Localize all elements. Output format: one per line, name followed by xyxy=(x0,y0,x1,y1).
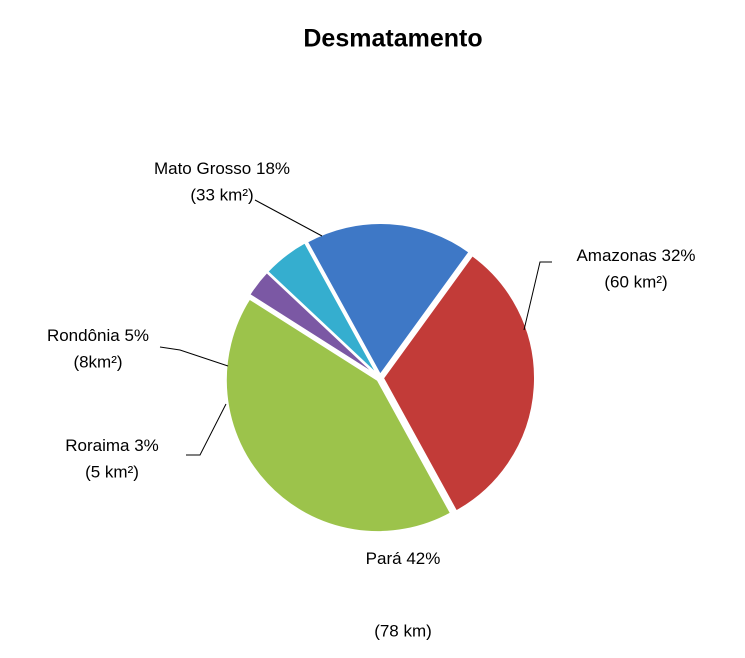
amount-label: (60 km²) xyxy=(604,272,667,291)
amount-label: (5 km²) xyxy=(85,462,139,481)
leader-line xyxy=(523,261,552,331)
slice-label: Mato Grosso 18% xyxy=(154,159,290,178)
slice-label: Amazonas 32% xyxy=(576,246,695,265)
pie-slice xyxy=(381,253,536,513)
amount-label: (78 km) xyxy=(374,621,432,640)
category-label: Mato Grosso xyxy=(154,159,251,178)
value-label: 18% xyxy=(256,159,290,178)
category-label: Pará xyxy=(366,549,402,568)
chart-title: Desmatamento xyxy=(303,25,482,53)
value-label: 3% xyxy=(134,436,159,455)
category-label: Roraima xyxy=(65,436,130,455)
slice-group xyxy=(224,297,453,534)
slice-group xyxy=(381,253,536,513)
amount-label: (8km²) xyxy=(73,352,122,371)
category-label: Rondônia xyxy=(47,326,120,345)
slice-group xyxy=(247,270,379,378)
pie-slice xyxy=(247,270,379,378)
value-label: 5% xyxy=(124,326,149,345)
leader-line xyxy=(159,346,229,367)
value-label: 42% xyxy=(406,549,440,568)
slice-label: Pará 42% xyxy=(366,549,441,568)
value-label: 32% xyxy=(662,246,696,265)
amount-label: (33 km²) xyxy=(190,185,253,204)
pie-slice xyxy=(224,297,453,534)
slice-label: Roraima 3% xyxy=(65,436,159,455)
category-label: Amazonas xyxy=(576,246,656,265)
leader-line xyxy=(186,403,227,456)
leader-line xyxy=(254,199,323,237)
slice-label: Rondônia 5% xyxy=(47,326,149,345)
